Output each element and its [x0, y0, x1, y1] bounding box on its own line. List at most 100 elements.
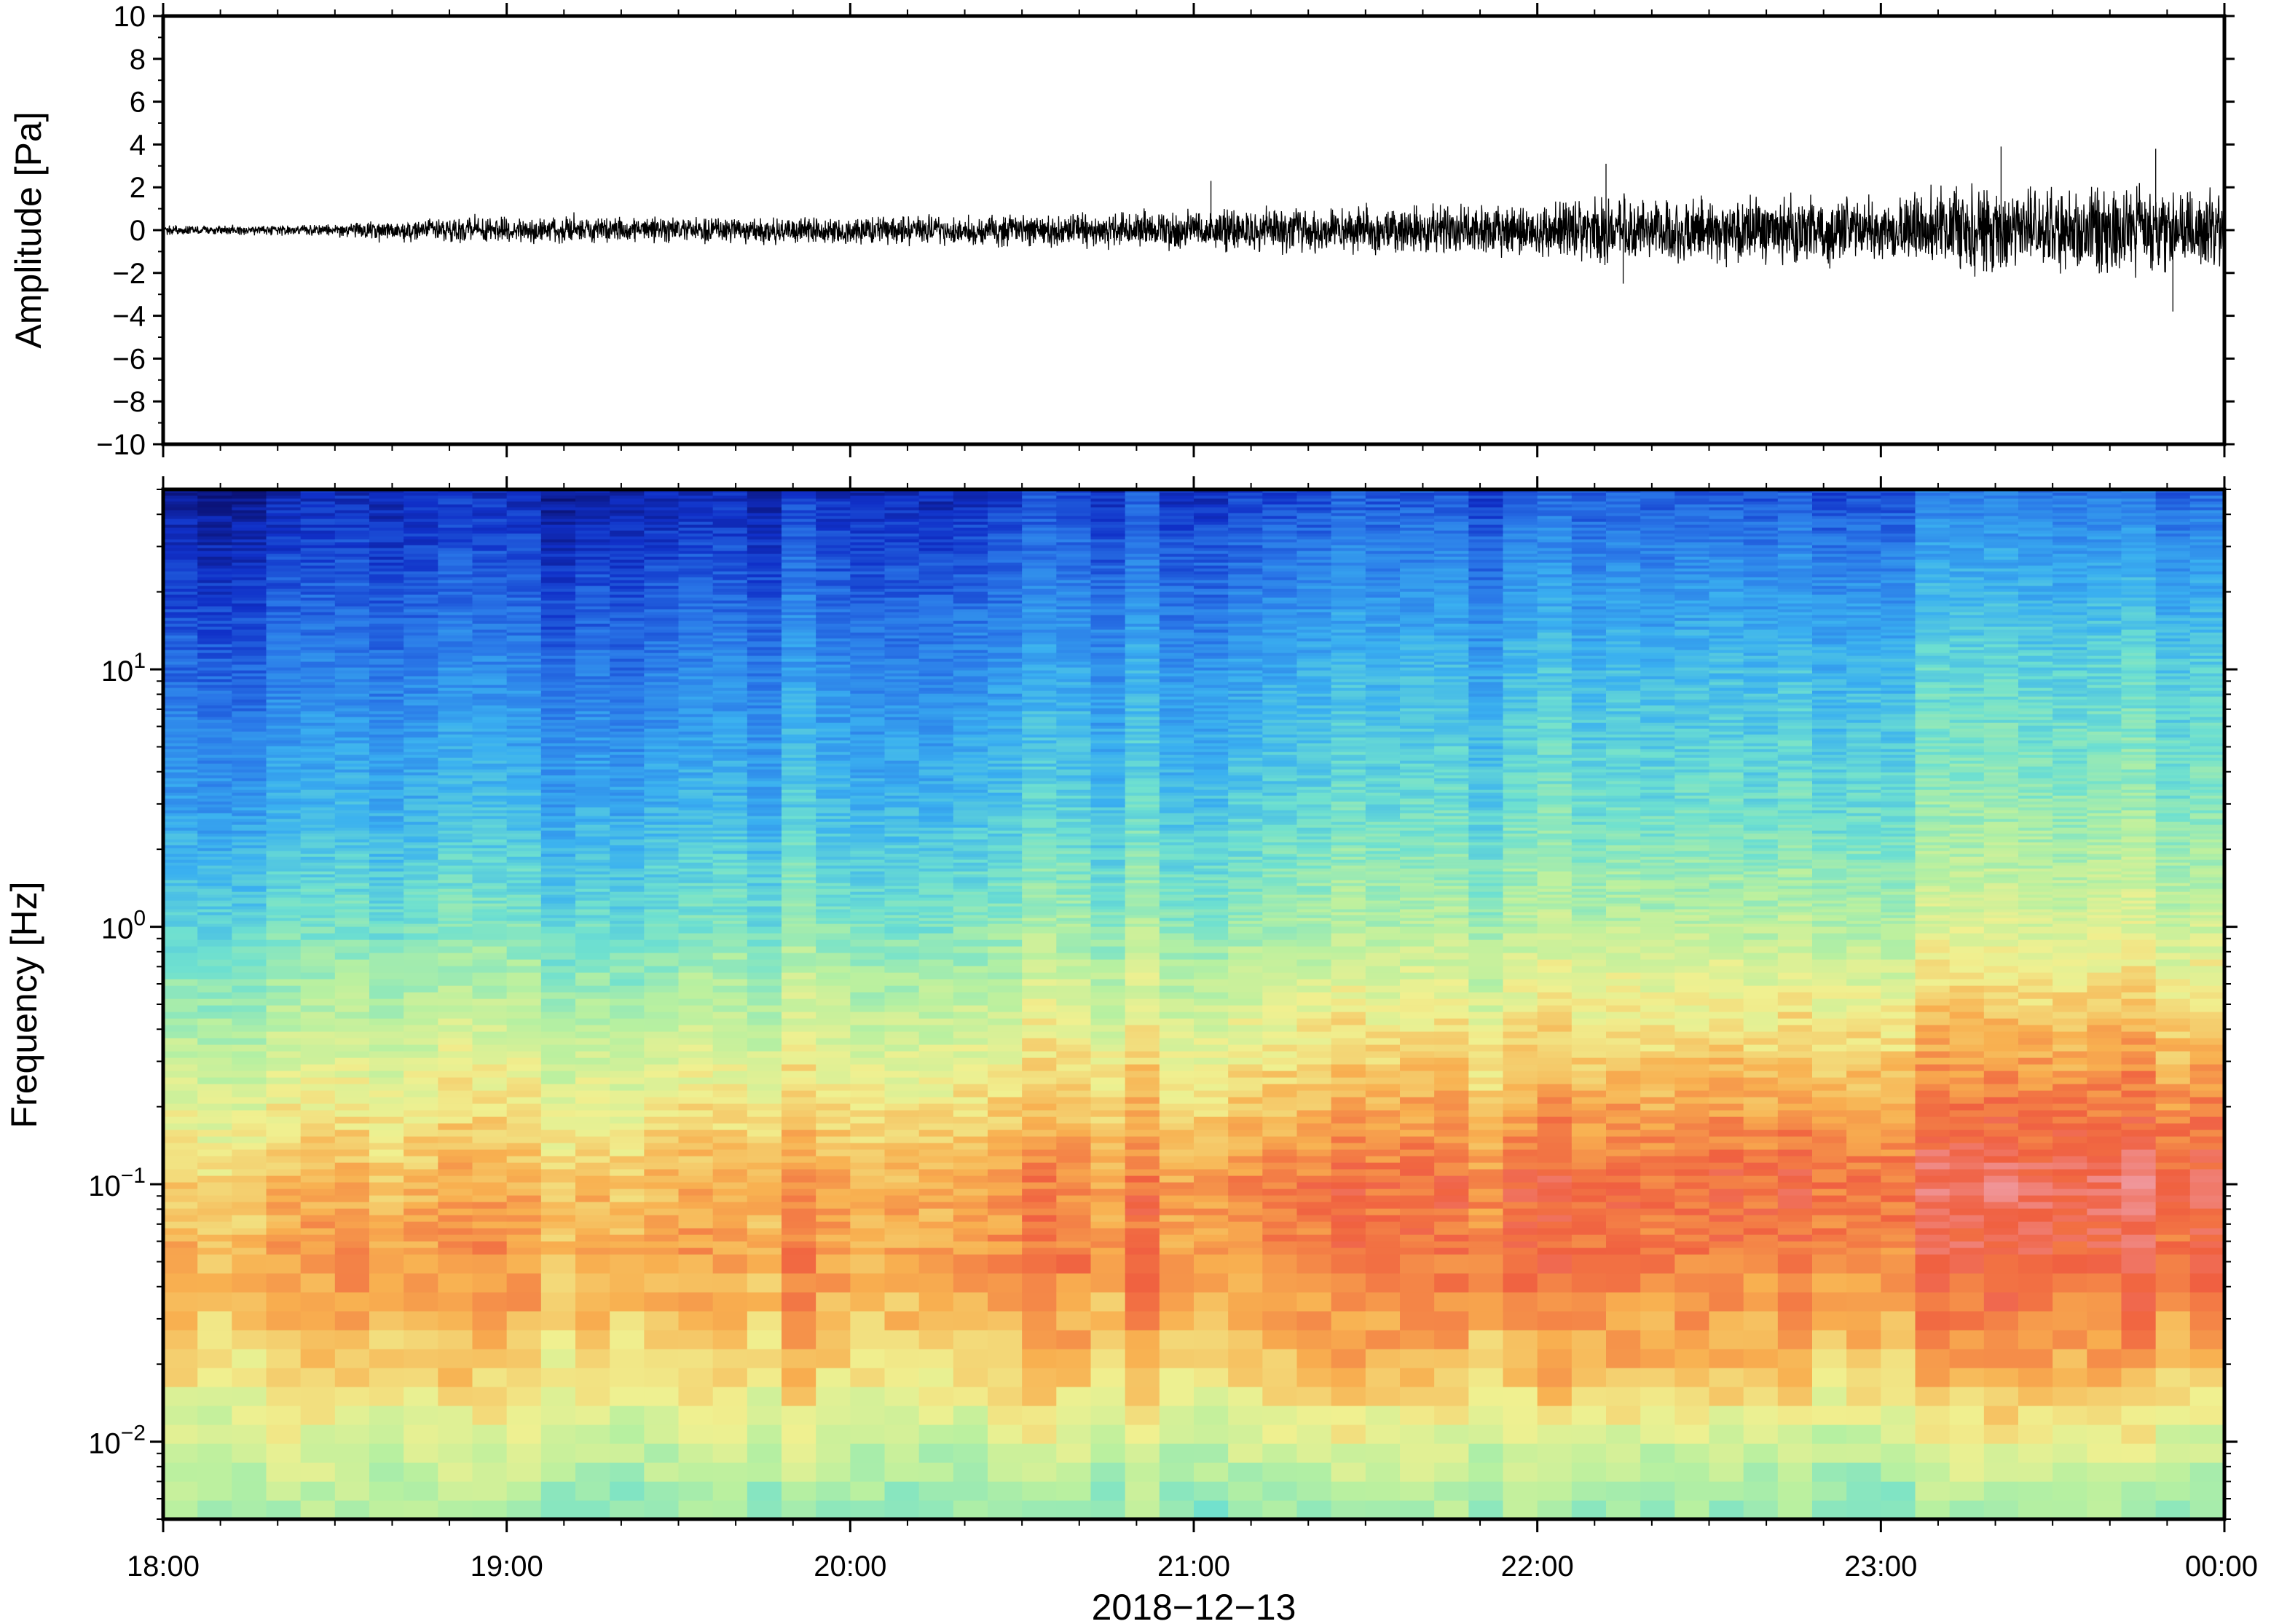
spectrogram-cell	[334, 775, 370, 779]
spectrogram-cell	[712, 1500, 748, 1519]
spectrogram-cell	[678, 545, 714, 548]
spectrogram-cell	[918, 635, 954, 639]
spectrogram-cell	[163, 650, 198, 653]
spectrogram-cell	[369, 615, 404, 618]
spectrogram-cell	[678, 1012, 714, 1019]
spectrogram-cell	[610, 632, 645, 636]
spectrogram-cell	[300, 1208, 336, 1215]
spectrogram-cell	[404, 1031, 439, 1038]
spectrogram-cell	[918, 854, 954, 857]
spectrogram-cell	[782, 539, 816, 543]
spectrogram-cell	[747, 862, 782, 866]
spectrogram-cell	[506, 824, 542, 828]
spectrogram-cell	[850, 833, 886, 837]
spectrogram-cell	[404, 623, 439, 627]
spectrogram-cell	[506, 1103, 542, 1111]
spectrogram-cell	[678, 966, 714, 973]
spectrogram-cell	[369, 946, 404, 953]
spectrogram-cell	[369, 839, 404, 843]
spectrogram-cell	[472, 632, 508, 636]
spectrogram-cell	[438, 1123, 473, 1130]
spectrogram-cell	[850, 1090, 886, 1097]
spectrogram-cell	[782, 696, 816, 700]
spectrogram-cell	[266, 775, 302, 779]
spectrogram-cell	[232, 568, 267, 572]
spectrogram-cell	[232, 530, 267, 534]
spectrogram-cell	[918, 1330, 954, 1349]
spectrogram-cell	[300, 609, 336, 612]
spectrogram-cell	[782, 705, 816, 709]
spectrogram-cell	[369, 1215, 404, 1222]
spectrogram-cell	[404, 833, 439, 837]
spectrogram-cell	[575, 865, 610, 869]
spectrogram-cell	[266, 510, 302, 513]
spectrogram-cell	[884, 807, 920, 811]
spectrogram-cell	[575, 690, 610, 694]
spectrogram-cell	[884, 521, 920, 525]
spectrogram-cell	[472, 1500, 508, 1519]
spectrogram-cell	[506, 787, 542, 790]
spectrogram-cell	[575, 871, 610, 875]
spectrogram-cell	[472, 1057, 508, 1065]
spectrogram-cell	[300, 856, 336, 860]
spectrogram-cell	[334, 1149, 370, 1156]
spectrogram-cell	[506, 510, 542, 513]
spectrogram-cell	[334, 766, 370, 770]
spectrogram-cell	[918, 821, 954, 825]
spectrogram-cell	[610, 845, 645, 848]
spectrogram-cell	[540, 979, 576, 986]
spectrogram-cell	[644, 880, 680, 883]
spectrogram-cell	[163, 906, 198, 910]
spectrogram-cell	[747, 918, 782, 921]
spectrogram-cell	[334, 685, 370, 688]
spectrogram-cell	[712, 1044, 748, 1052]
spectrogram-cell	[438, 757, 473, 761]
spectrogram-cell	[334, 519, 370, 522]
spectrogram-cell	[644, 830, 680, 834]
spectrogram-cell	[712, 492, 748, 496]
spectrogram-cell	[404, 1208, 439, 1215]
spectrogram-cell	[782, 775, 816, 779]
spectrogram-cell	[266, 883, 302, 886]
spectrogram-cell	[712, 548, 748, 551]
spectrogram-cell	[884, 798, 920, 802]
spectrogram-cell	[506, 1149, 542, 1156]
spectrogram-cell	[334, 568, 370, 572]
spectrogram-cell	[782, 734, 816, 738]
spectrogram-cell	[472, 664, 508, 668]
spectrogram-cell	[472, 909, 508, 912]
spectrogram-cell	[404, 685, 439, 688]
spectrogram-cell	[300, 1234, 336, 1242]
spectrogram-cell	[850, 635, 886, 639]
spectrogram-cell	[918, 883, 954, 886]
spectrogram-cell	[816, 673, 851, 677]
spectrogram-cell	[334, 926, 370, 934]
spectrogram-cell	[575, 577, 610, 580]
spectrogram-cell	[197, 725, 233, 729]
spectrogram-cell	[232, 1123, 267, 1130]
spectrogram-cell	[472, 845, 508, 848]
spectrogram-cell	[850, 629, 886, 633]
spectrogram-cell	[232, 504, 267, 508]
spectrogram-cell	[540, 1175, 576, 1183]
spectrogram-cell	[918, 757, 954, 761]
spectrogram-cell	[575, 1097, 610, 1104]
spectrogram-cell	[712, 685, 748, 688]
spectrogram-cell	[782, 1228, 816, 1235]
spectrogram-cell	[506, 527, 542, 531]
spectrogram-cell	[816, 519, 851, 522]
spectrogram-cell	[712, 594, 748, 598]
spectrogram-cell	[644, 577, 680, 580]
spectrogram-cell	[540, 711, 576, 714]
spectrogram-cell	[540, 836, 576, 840]
spectrogram-cell	[472, 641, 508, 645]
spectrogram-cell	[610, 501, 645, 505]
spectrogram-cell	[540, 1044, 576, 1052]
spectrogram-cell	[644, 763, 680, 767]
spectrogram-cell	[712, 1189, 748, 1196]
spectrogram-cell	[610, 1018, 645, 1025]
spectrogram-cell	[644, 527, 680, 531]
spectrogram-cell	[816, 985, 851, 993]
spectrogram-cell	[712, 1071, 748, 1078]
spectrogram-cell	[747, 894, 782, 898]
